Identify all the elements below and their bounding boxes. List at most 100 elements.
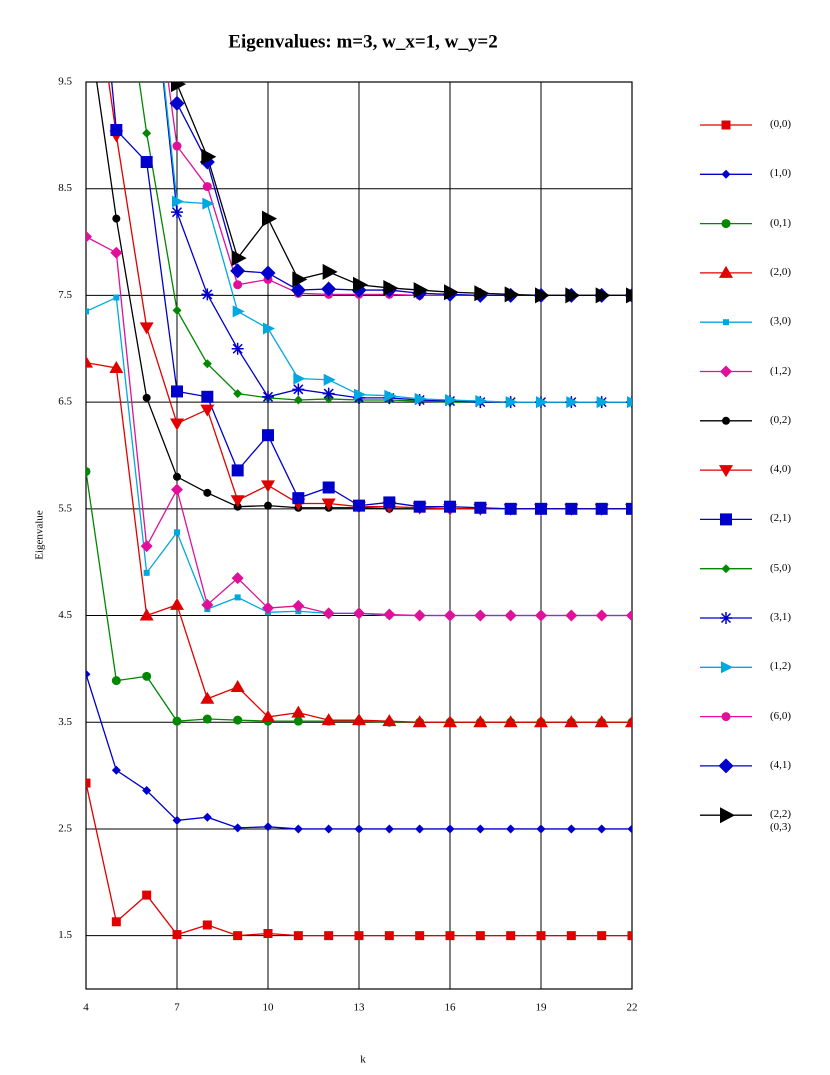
marker	[720, 612, 732, 624]
marker	[171, 385, 183, 398]
marker	[596, 396, 609, 409]
marker	[113, 294, 120, 301]
marker	[535, 287, 550, 304]
marker	[595, 609, 608, 622]
marker	[293, 824, 303, 834]
marker	[384, 824, 394, 834]
marker	[263, 822, 273, 832]
y-axis-label: Eigenvalue	[34, 510, 46, 560]
marker	[383, 608, 396, 621]
marker	[506, 931, 516, 941]
marker	[171, 82, 186, 93]
marker	[445, 931, 455, 941]
marker	[233, 931, 243, 941]
marker	[143, 569, 150, 576]
marker	[721, 219, 731, 229]
y-tick-label: 2.5	[58, 822, 72, 834]
marker	[627, 396, 632, 409]
marker	[536, 824, 546, 834]
marker	[109, 360, 124, 373]
marker	[627, 931, 632, 941]
x-tick-label: 4	[83, 1002, 89, 1014]
marker	[721, 712, 731, 722]
marker	[234, 594, 241, 601]
marker	[597, 931, 607, 941]
marker	[474, 609, 487, 622]
marker	[323, 373, 336, 386]
marker	[140, 156, 153, 169]
marker	[536, 396, 548, 409]
marker	[231, 572, 244, 585]
marker	[174, 529, 180, 536]
marker	[171, 483, 183, 496]
marker	[383, 496, 396, 509]
marker	[354, 931, 364, 941]
series-line	[162, 82, 632, 403]
marker	[445, 824, 455, 834]
marker	[293, 716, 303, 726]
y-tick-label: 7.5	[58, 289, 72, 301]
marker	[535, 609, 547, 622]
legend-label: (4,1)	[770, 758, 792, 771]
marker	[203, 488, 212, 497]
marker	[504, 609, 517, 622]
marker	[322, 481, 335, 494]
legend-label: (0,2)	[770, 413, 792, 426]
marker	[86, 466, 91, 476]
marker	[413, 500, 426, 513]
x-tick-label: 22	[627, 1002, 638, 1014]
legend-label: (3,0)	[770, 315, 792, 328]
marker	[413, 282, 429, 299]
marker	[720, 807, 735, 824]
marker	[475, 931, 485, 941]
x-tick-label: 19	[536, 1002, 548, 1014]
marker	[384, 931, 394, 941]
marker	[262, 210, 277, 227]
marker	[444, 284, 459, 301]
marker	[172, 195, 184, 208]
legend-label: (6,0)	[770, 709, 792, 722]
marker	[534, 715, 548, 728]
marker	[505, 396, 518, 409]
marker	[444, 609, 456, 622]
marker	[262, 602, 274, 615]
marker	[111, 917, 121, 927]
marker	[233, 280, 243, 290]
marker	[354, 388, 366, 401]
marker	[626, 609, 632, 622]
marker	[201, 148, 217, 165]
y-tick-label: 4.5	[58, 609, 72, 621]
marker	[382, 714, 397, 727]
marker	[720, 365, 732, 378]
marker	[232, 305, 245, 318]
marker	[262, 429, 274, 442]
marker	[86, 355, 93, 368]
marker	[231, 464, 244, 477]
marker	[292, 383, 305, 396]
marker	[140, 540, 153, 553]
marker	[202, 197, 215, 210]
plot-border	[85, 81, 633, 990]
marker	[415, 824, 425, 834]
marker	[233, 823, 243, 833]
series-line	[163, 82, 632, 403]
marker	[142, 786, 152, 796]
legend-label: (1,2)	[770, 364, 792, 377]
marker	[172, 305, 182, 315]
marker	[506, 824, 516, 834]
chart-title: Eigenvalues: m=3, w_x=1, w_y=2	[228, 31, 497, 52]
marker	[627, 824, 632, 834]
marker	[721, 169, 731, 179]
marker	[720, 513, 732, 526]
marker	[354, 824, 364, 834]
marker	[230, 680, 245, 693]
legend-label: (3,1)	[770, 611, 792, 623]
legend-label: (4,0)	[770, 463, 792, 476]
marker	[171, 206, 183, 219]
marker	[200, 691, 215, 704]
x-tick-label: 13	[354, 1002, 366, 1014]
marker	[261, 709, 275, 722]
marker	[414, 392, 427, 405]
marker	[625, 715, 632, 728]
marker	[139, 608, 154, 621]
